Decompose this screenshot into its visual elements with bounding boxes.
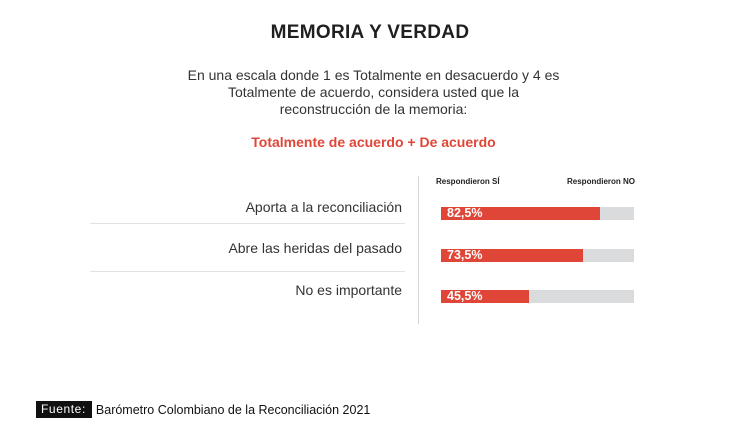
row-separator — [90, 271, 405, 272]
source-footer: Fuente: Barómetro Colombiano de la Recon… — [36, 401, 370, 418]
bar-track: 45,5% — [441, 289, 634, 303]
bar-track: 82,5% — [441, 206, 634, 220]
page-title: MEMORIA Y VERDAD — [270, 22, 470, 43]
category-label: Abre las heridas del pasado — [228, 240, 402, 256]
source-label: Fuente: — [36, 401, 92, 418]
axis-divider — [418, 176, 419, 324]
bar-track: 73,5% — [441, 248, 634, 262]
question-text: En una escala donde 1 es Totalmente en d… — [0, 67, 747, 118]
category-label: No es importante — [295, 282, 402, 298]
bar-value-label: 73,5% — [447, 248, 483, 262]
source-text: Barómetro Colombiano de la Reconciliació… — [95, 402, 371, 417]
row-separator — [90, 223, 405, 224]
bar-value-label: 45,5% — [447, 289, 483, 303]
bar-yes: 45,5% — [441, 289, 529, 303]
question-line: En una escala donde 1 es Totalmente en d… — [187, 67, 560, 83]
response-category: Totalmente de acuerdo + De acuerdo — [251, 134, 496, 150]
question-line: Totalmente de acuerdo, considera usted q… — [227, 84, 520, 100]
bar-yes: 73,5% — [441, 248, 583, 262]
question-line: reconstrucción de la memoria: — [279, 101, 468, 117]
legend-no: Respondieron NO — [567, 177, 636, 186]
bar-value-label: 82,5% — [447, 206, 483, 220]
category-label: Aporta a la reconciliación — [245, 199, 402, 215]
bar-yes: 82,5% — [441, 206, 601, 220]
legend-yes: Respondieron SÍ — [436, 177, 500, 186]
